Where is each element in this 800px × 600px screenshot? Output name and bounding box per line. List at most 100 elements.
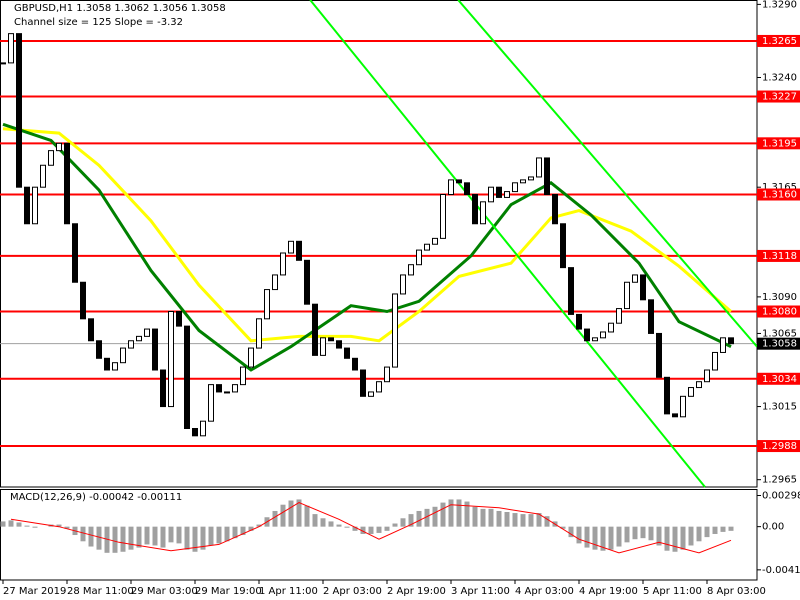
- candle: [128, 340, 134, 349]
- candle: [96, 340, 102, 359]
- channel-line: [309, 0, 706, 488]
- macd-bar: [296, 499, 302, 527]
- signal-line: [10, 502, 732, 554]
- candle: [256, 318, 262, 349]
- macd-bar: [352, 526, 358, 531]
- macd-bar: [592, 526, 598, 550]
- candle: [8, 33, 14, 64]
- candle: [152, 328, 158, 371]
- candle: [648, 299, 654, 334]
- candle: [472, 194, 478, 225]
- macd-bar: [720, 526, 726, 532]
- candle: [376, 381, 382, 393]
- candle: [264, 289, 270, 320]
- level-label-box: [757, 249, 800, 262]
- candle: [184, 325, 190, 430]
- candle: [592, 337, 598, 342]
- macd-bar: [240, 526, 246, 536]
- candle: [480, 201, 486, 225]
- macd-bar: [560, 526, 566, 529]
- candle: [608, 322, 614, 333]
- candle: [400, 274, 406, 295]
- moving-average: [2, 127, 732, 343]
- y-tick-label: 0.00: [762, 522, 784, 533]
- candle: [328, 337, 334, 342]
- macd-bar: [448, 499, 454, 527]
- macd-bar: [16, 522, 22, 527]
- macd-bar: [680, 526, 686, 550]
- candle: [464, 182, 470, 196]
- candle: [176, 311, 182, 327]
- candle: [112, 362, 118, 371]
- candle: [40, 164, 46, 188]
- candle: [560, 223, 566, 269]
- macd-bar: [80, 526, 86, 542]
- candle: [16, 33, 22, 188]
- macd-bar: [688, 526, 694, 546]
- macd-bar: [544, 516, 550, 527]
- macd-bar: [456, 499, 462, 527]
- candle: [312, 303, 318, 356]
- candle: [520, 179, 526, 184]
- candle: [320, 337, 326, 356]
- macd-bar: [656, 526, 662, 546]
- level-label-box: [757, 188, 800, 201]
- candle: [0, 62, 6, 65]
- candle: [336, 340, 342, 349]
- macd-bar: [320, 518, 326, 527]
- macd-bar: [416, 510, 422, 527]
- candle: [552, 194, 558, 225]
- candle: [528, 176, 534, 181]
- macd-bar: [56, 524, 62, 527]
- macd-bar: [160, 526, 166, 548]
- macd-bar: [712, 526, 718, 534]
- candle: [368, 391, 374, 397]
- price-panel: [0, 0, 758, 488]
- y-tick-label: -0.00413: [762, 565, 800, 576]
- macd-bar: [504, 512, 510, 527]
- macd-bar: [400, 518, 406, 527]
- macd-bar: [336, 524, 342, 527]
- level-label: 1.3118: [762, 251, 797, 262]
- y-tick-label: 1.3065: [762, 328, 797, 339]
- macd-bar: [328, 521, 334, 527]
- macd-bar: [120, 526, 126, 552]
- macd-bar: [488, 508, 494, 527]
- candle: [104, 357, 110, 371]
- candle: [272, 274, 278, 291]
- candle: [136, 335, 142, 342]
- macd-bar: [480, 508, 486, 527]
- x-tick-label: 29 Mar 03:00: [131, 586, 198, 597]
- candle: [288, 240, 294, 254]
- candle: [248, 347, 254, 368]
- x-tick-label: 3 Apr 11:00: [451, 586, 510, 597]
- macd-bar: [208, 526, 214, 546]
- x-tick-label: 1 Apr 11:00: [259, 586, 318, 597]
- candle: [576, 313, 582, 330]
- macd-bar: [584, 526, 590, 548]
- macd-bar: [632, 526, 638, 540]
- macd-bar: [528, 514, 534, 527]
- macd-bar: [616, 526, 622, 547]
- candle: [32, 186, 38, 225]
- candle: [384, 366, 390, 383]
- x-tick-label: 8 Apr 03:00: [707, 586, 766, 597]
- macd-bar: [136, 526, 142, 548]
- candle: [496, 186, 502, 198]
- y-tick-label: 1.3290: [762, 0, 797, 10]
- macd-bar: [664, 526, 670, 551]
- candle: [456, 179, 462, 184]
- x-tick-label: 27 Mar 2019: [3, 586, 66, 597]
- candle: [688, 387, 694, 397]
- candle: [536, 157, 542, 178]
- macd-bar: [256, 524, 262, 527]
- candle: [504, 191, 510, 198]
- macd-bar: [440, 502, 446, 527]
- y-tick-label: 1.3015: [762, 402, 797, 413]
- x-tick-label: 2 Apr 19:00: [387, 586, 446, 597]
- y-tick-label: 1.3090: [762, 292, 797, 303]
- candle: [216, 384, 222, 393]
- candle: [512, 182, 518, 193]
